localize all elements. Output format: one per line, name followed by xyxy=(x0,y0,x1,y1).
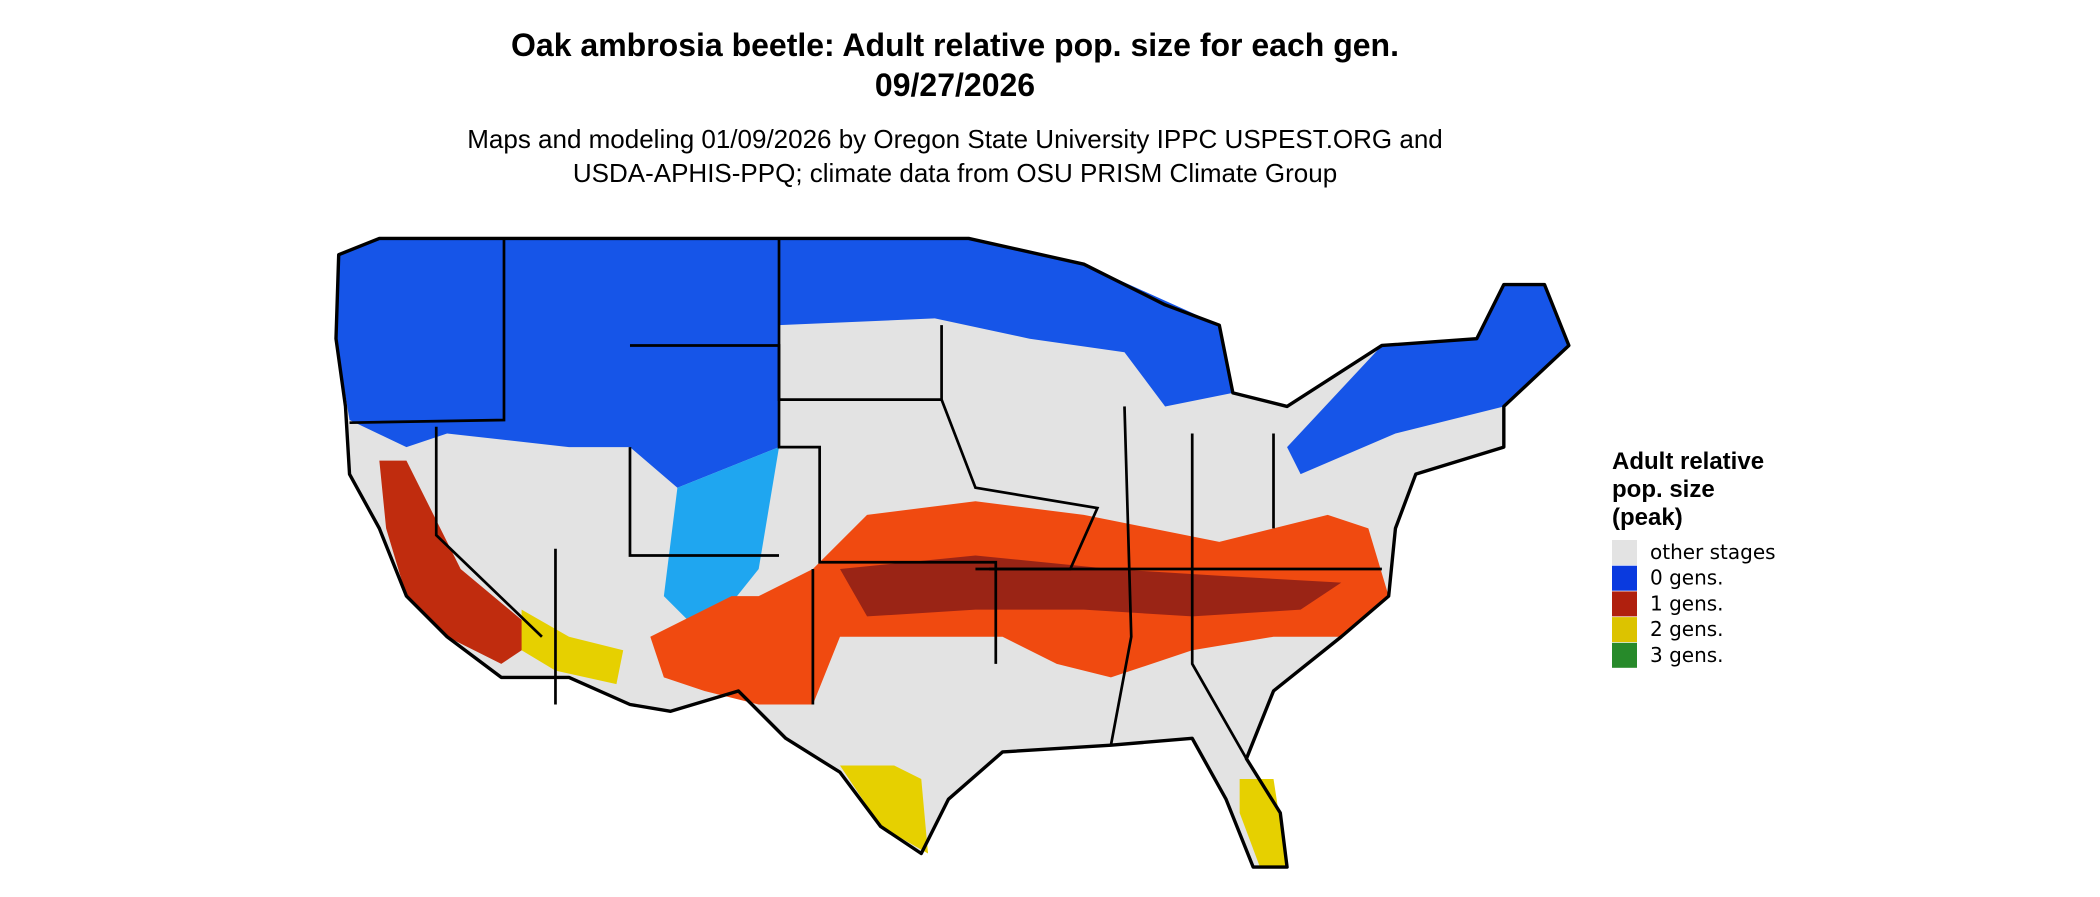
subtitle: Maps and modeling 01/09/2026 by Oregon S… xyxy=(467,124,1443,154)
zone-2-gens xyxy=(839,765,929,854)
legend-swatch xyxy=(1612,565,1637,591)
zone-1-gens xyxy=(839,555,1342,617)
zone-0-gens xyxy=(1287,284,1569,475)
legend-swatch xyxy=(1612,617,1637,643)
legend-swatch xyxy=(1612,540,1637,565)
zone-0-gens xyxy=(663,447,780,637)
us-outline xyxy=(334,236,1571,869)
zone-1-gens xyxy=(379,460,542,664)
zone-2-gens xyxy=(1239,779,1288,868)
legend-title: pop. size xyxy=(1612,476,1715,503)
subtitle: USDA-APHIS-PPQ; climate data from OSU PR… xyxy=(573,158,1337,188)
date: 09/27/2026 xyxy=(875,67,1035,103)
state-lines xyxy=(349,238,1382,760)
legend-swatch xyxy=(1612,591,1637,617)
legend-swatch xyxy=(1612,642,1637,668)
legend-title: Adult relative xyxy=(1612,448,1764,475)
legend-label: other stages xyxy=(1650,540,1776,564)
legend-label: 0 gens. xyxy=(1650,566,1724,590)
zone-0-gens xyxy=(335,238,1233,488)
us-map xyxy=(334,236,1571,869)
legend-title: (peak) xyxy=(1612,504,1683,531)
legend-label: 2 gens. xyxy=(1650,617,1724,641)
legend-label: 3 gens. xyxy=(1650,643,1724,667)
title: Oak ambrosia beetle: Adult relative pop.… xyxy=(511,27,1399,63)
legend-label: 1 gens. xyxy=(1650,591,1724,615)
